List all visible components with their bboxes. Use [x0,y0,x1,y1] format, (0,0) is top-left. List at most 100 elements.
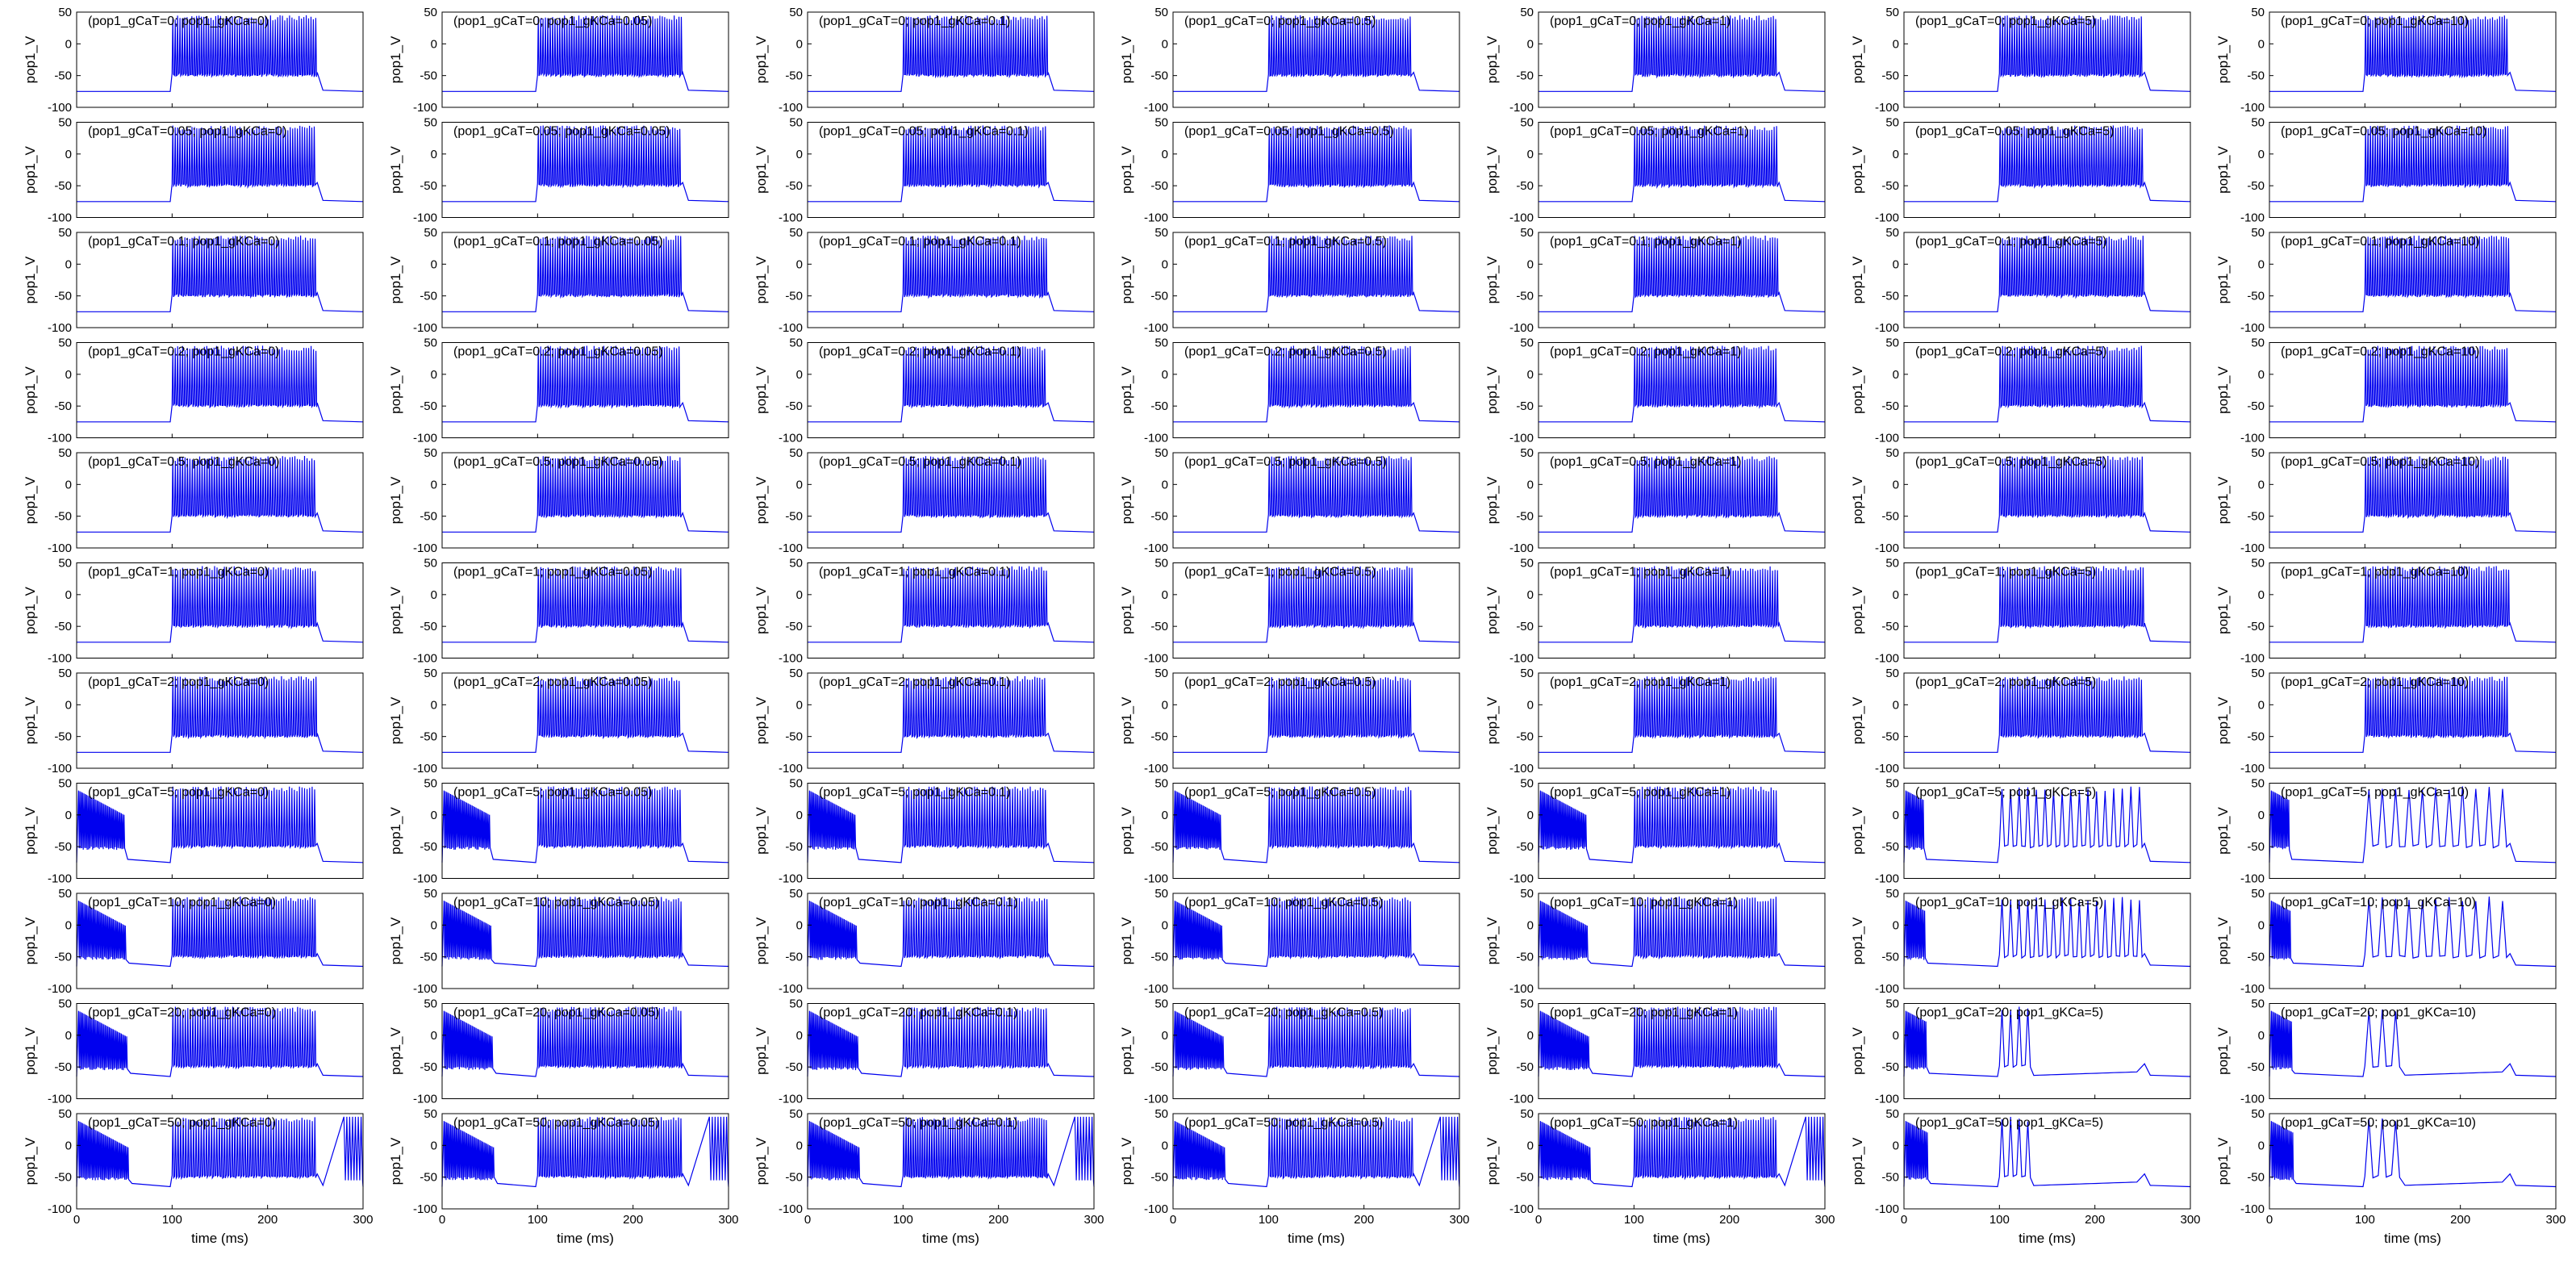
subplot: 50 0 -50 -100 pop1_V (pop1_gCaT=0.05; pop1_gK… [23,116,364,225]
y-tick-label: -50 [1516,69,1534,83]
subplot: 50 0 -50 -100 pop1_V (pop1_gCaT=2; pop1_gKCa=… [1850,667,2191,776]
y-axis-label: pop1_V [2215,476,2231,524]
y-tick-label: -100 [48,541,72,555]
axes-frame [1903,783,2191,879]
voltage-trace [1904,125,2191,203]
subplot: 50 0 -50 -100 pop1_V (pop1_gCaT=0.5; pop1_gKC… [1119,446,1460,555]
y-tick-label: 0 [796,588,803,602]
y-tick-label: 50 [1154,887,1168,901]
x-tick-label: 200 [2085,1213,2105,1227]
y-tick-label: 50 [2251,777,2265,791]
axes-frame [1172,232,1460,328]
y-tick-label: 50 [424,226,437,240]
y-axis-label: pop1_V [2215,1027,2231,1075]
axes-frame [807,1113,1095,1210]
y-tick-label: -50 [785,730,803,744]
voltage-trace [77,15,364,92]
y-tick-label: 0 [431,588,437,602]
y-axis-label: pop1_V [388,696,403,744]
y-tick-label: -100 [1144,432,1168,445]
voltage-trace [2269,125,2557,203]
x-tick-label: 0 [73,1213,80,1227]
y-tick-label: 50 [1154,997,1168,1011]
y-tick-label: -50 [1881,290,1899,303]
y-tick-label: -50 [1881,399,1899,413]
y-tick-label: -100 [48,872,72,886]
x-axis-label: time (ms) [1288,1231,1345,1246]
y-tick-label: 0 [1162,148,1168,161]
y-axis-label: pop1_V [388,1027,403,1075]
y-tick-label: -50 [54,179,72,193]
x-axis-label: time (ms) [557,1231,614,1246]
y-tick-label: 0 [65,37,72,51]
x-tick-label: 0 [1901,1213,1907,1227]
subplot-title: (pop1_gCaT=0.5; pop1_gKCa=0.05) [453,455,663,469]
subplot: 50 0 -50 -100 pop1_V (pop1_gCaT=1; pop1_gKCa=… [2215,557,2557,666]
subplot-title: (pop1_gCaT=1; pop1_gKCa=5) [1915,566,2096,579]
subplot-title: (pop1_gCaT=0.1; pop1_gKCa=10) [2281,235,2479,249]
subplot-title: (pop1_gCaT=0.5; pop1_gKCa=5) [1915,455,2107,469]
subplot-title: (pop1_gCaT=2; pop1_gKCa=0.05) [453,675,652,689]
y-axis-label: pop1_V [1119,366,1134,414]
voltage-trace [1173,566,1460,643]
subplot-title: (pop1_gCaT=20; pop1_gKCa=0) [88,1006,276,1020]
voltage-trace [2269,675,2557,753]
y-tick-label: 50 [1885,997,1899,1011]
axes-frame [1172,122,1460,218]
y-axis-label: pop1_V [1850,476,1865,524]
voltage-trace [1172,786,1460,863]
y-tick-label: -100 [48,1202,72,1216]
axes-frame [807,1003,1095,1099]
subplot: 50 0 -50 -100 pop1_V (pop1_gCaT=20; pop1_gKCa… [2215,997,2557,1106]
y-axis-label: pop1_V [754,917,769,964]
y-tick-label: -50 [54,620,72,633]
voltage-trace [442,566,729,643]
y-tick-label: -100 [48,321,72,335]
axes-frame [1172,562,1460,658]
y-tick-label: 0 [796,148,803,161]
y-tick-label: -50 [54,290,72,303]
y-tick-label: -100 [1875,1202,1899,1216]
axes-frame [2269,11,2557,108]
y-tick-label: 50 [2251,6,2265,19]
y-tick-label: 0 [1527,918,1534,932]
subplot-title: (pop1_gCaT=0.05; pop1_gKCa=0.5) [1184,125,1394,139]
y-tick-label: 0 [1162,368,1168,382]
y-tick-label: -50 [2247,69,2265,83]
y-tick-label: -50 [2247,1171,2265,1185]
y-tick-label: 50 [2251,887,2265,901]
subplot: 50 0 -50 -100 pop1_V (pop1_gCaT=10; pop1_gKCa… [1850,887,2191,996]
y-axis-label: pop1_V [2215,587,2231,634]
subplot-title: (pop1_gCaT=5; pop1_gKCa=1) [1550,786,1731,800]
voltage-trace [1903,897,2191,968]
y-tick-label: 50 [1154,116,1168,130]
y-tick-label: -100 [1875,211,1899,225]
y-tick-label: 0 [65,809,72,822]
subplot: 50 0 -50 -100 pop1_V (pop1_gCaT=20; pop1_gKCa… [1119,997,1460,1106]
subplot: 50 0 -50 -100 pop1_V (pop1_gCaT=0.5; pop1_gKC… [1850,446,2191,555]
subplot: 50 0 -50 -100 pop1_V (pop1_gCaT=10; pop1_gKCa… [1484,887,1826,996]
x-tick-label: 300 [353,1213,373,1227]
subplot: 50 0 -50 -100 pop1_V (pop1_gCaT=0.2; pop1_gKC… [1119,337,1460,445]
voltage-trace [1538,896,1826,968]
y-tick-label: -50 [2247,840,2265,854]
y-tick-label: 0 [1893,478,1899,491]
subplot: 50 0 -50 -100 pop1_V (pop1_gCaT=1; pop1_gKCa=… [23,557,364,666]
subplot: 50 0 -50 -100 pop1_V (pop1_gCaT=0.05; pop1_gK… [1850,116,2191,225]
y-tick-label: -50 [420,69,437,83]
axes-frame [807,232,1095,328]
y-tick-label: 0 [65,148,72,161]
y-tick-label: -100 [2240,652,2265,666]
y-axis-label: pop1_V [1484,917,1500,964]
y-tick-label: 0 [1527,257,1534,271]
voltage-trace [1173,125,1460,203]
y-tick-label: 50 [1885,116,1899,130]
y-tick-label: -100 [1144,982,1168,996]
axes-frame [807,893,1095,989]
y-tick-label: 50 [58,337,72,350]
y-axis-label: pop1_V [2215,807,2231,855]
voltage-trace [442,675,729,753]
y-tick-label: -50 [54,510,72,524]
voltage-trace [2269,566,2557,643]
